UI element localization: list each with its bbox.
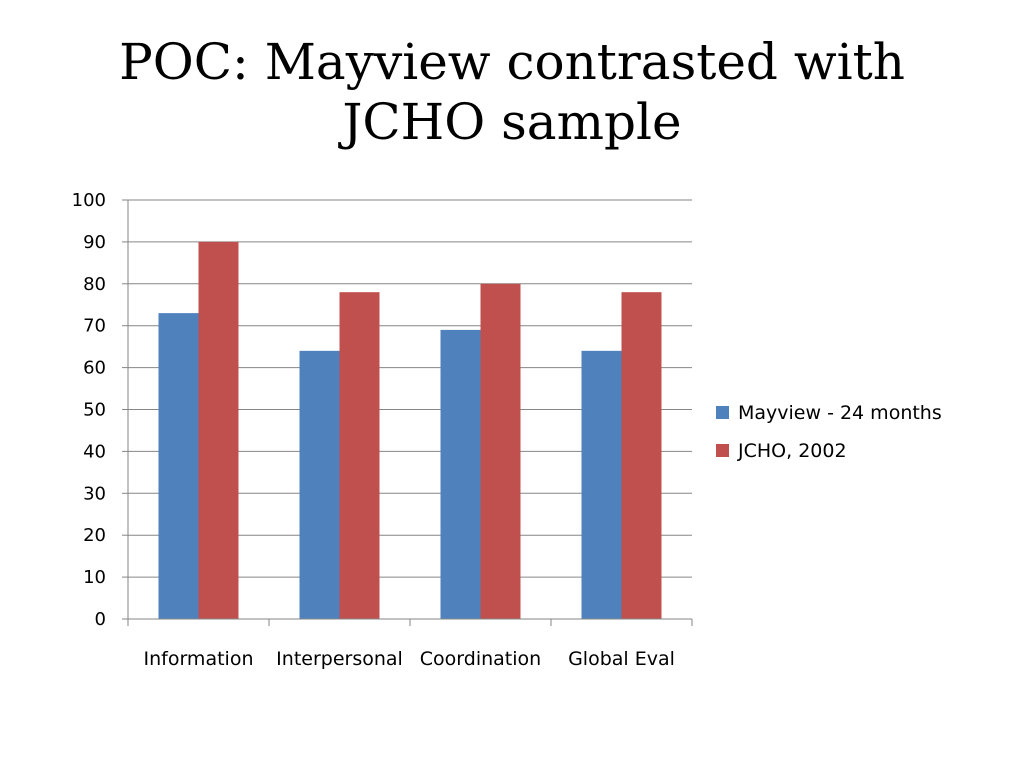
y-tick-label: 80 <box>83 274 106 295</box>
bar-mayview-interpersonal <box>299 350 340 619</box>
bar-mayview-global-eval <box>581 350 622 619</box>
legend-label: Mayview - 24 months <box>738 402 942 424</box>
bar-mayview-coordination <box>440 329 481 619</box>
x-category-label: Coordination <box>420 648 541 670</box>
x-category-label: Global Eval <box>568 648 675 670</box>
y-tick-label: 70 <box>83 316 106 337</box>
axes <box>122 199 693 626</box>
y-tick-label: 90 <box>83 232 106 253</box>
x-category-label: Information <box>144 648 254 670</box>
legend-swatch <box>716 406 729 419</box>
y-tick-label: 50 <box>83 400 106 421</box>
bars <box>158 241 662 619</box>
y-tick-label: 40 <box>83 441 106 462</box>
slide-title: POC: Mayview contrasted with JCHO sample <box>119 33 905 151</box>
bar-jcho-global-eval <box>621 292 662 619</box>
y-tick-label: 60 <box>83 358 106 379</box>
legend: Mayview - 24 months JCHO, 2002 <box>716 402 942 462</box>
y-tick-label: 10 <box>83 567 106 588</box>
x-axis-category-labels: Information Interpersonal Coordination Glob… <box>144 648 675 670</box>
y-tick-label: 20 <box>83 525 106 546</box>
y-tick-label: 100 <box>72 190 106 211</box>
bar-jcho-interpersonal <box>339 292 380 619</box>
y-axis-tick-labels: 0 10 20 30 40 50 60 70 80 90 100 <box>72 190 106 630</box>
y-tick-label: 0 <box>95 609 106 630</box>
bar-jcho-information <box>198 241 239 619</box>
x-category-label: Interpersonal <box>276 648 403 670</box>
legend-label: JCHO, 2002 <box>737 440 847 462</box>
bar-jcho-coordination <box>480 283 521 619</box>
legend-swatch <box>716 444 729 457</box>
y-tick-label: 30 <box>83 483 106 504</box>
bar-mayview-information <box>158 313 199 619</box>
